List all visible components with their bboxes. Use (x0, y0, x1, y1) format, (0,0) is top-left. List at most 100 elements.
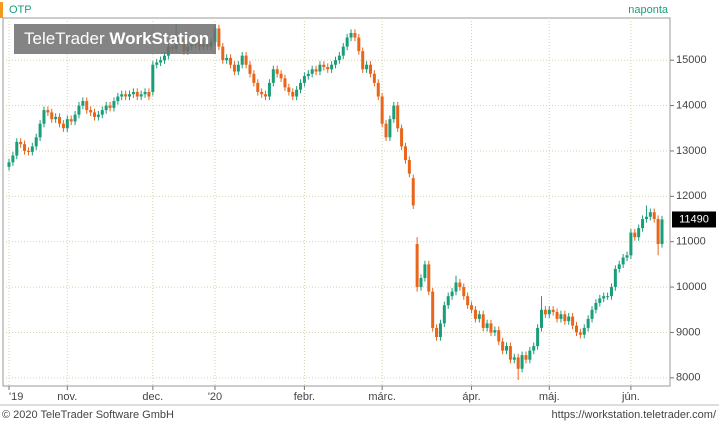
candle-body (574, 325, 578, 333)
candle-body (65, 119, 69, 129)
candle-body (547, 309, 551, 315)
footer-copyright: © 2020 TeleTrader Software GmbH (2, 409, 174, 421)
candle-body (81, 101, 85, 106)
candle-body (89, 110, 93, 113)
candle-body (532, 346, 536, 351)
candle-body (524, 355, 528, 360)
candle-body (380, 96, 384, 124)
candle-body (536, 327, 540, 347)
x-tick-label: ápr. (462, 391, 480, 403)
candle-body (100, 110, 104, 115)
candle-body (540, 309, 544, 328)
watermark-box (14, 24, 216, 54)
candle-body (559, 314, 563, 319)
candle-body (131, 91, 135, 95)
last-price-label: 11490 (679, 213, 709, 225)
candle-body (454, 282, 458, 292)
candle-body (225, 57, 229, 61)
candle-body (159, 60, 163, 63)
candle-body (26, 150, 30, 152)
candle-body (42, 110, 46, 124)
candle-body (260, 91, 264, 95)
candle-body (217, 28, 221, 47)
candle-body (376, 82, 380, 97)
candle-body (267, 82, 271, 97)
candle-body (446, 296, 450, 306)
candle-body (11, 155, 15, 163)
candle-body (58, 116, 62, 124)
candle-body (108, 105, 112, 108)
candle-body (598, 298, 602, 303)
candle-body (450, 291, 454, 297)
y-tick-label: 9000 (676, 326, 700, 338)
candle-body (431, 291, 435, 328)
candle-body (567, 316, 571, 322)
candle-body (15, 141, 19, 156)
candle-body (124, 94, 128, 97)
candle-body (306, 73, 310, 77)
watermark: TeleTrader WorkStation (24, 29, 209, 48)
candle-body (485, 323, 489, 328)
candle-body (337, 55, 341, 61)
candle-body (400, 128, 404, 147)
candle-body (127, 94, 131, 97)
x-tick-label: márc. (368, 391, 396, 403)
candle-body (594, 302, 598, 310)
candle-body (248, 64, 252, 74)
candle-body (23, 144, 27, 151)
candle-body (310, 69, 314, 74)
candle-body (330, 64, 334, 70)
candle-body (520, 355, 524, 369)
candle-body (69, 119, 73, 122)
candle-body (392, 105, 396, 120)
candle-body (633, 232, 637, 238)
candle-body (34, 137, 38, 147)
candle-body (563, 314, 567, 322)
candle-body (435, 327, 439, 337)
candle-body (477, 314, 481, 319)
candle-body (252, 73, 256, 83)
candle-body (384, 123, 388, 138)
y-tick-label: 8000 (676, 372, 700, 384)
candle-body (162, 55, 166, 61)
candle-body (341, 46, 345, 56)
candle-body (411, 178, 415, 206)
candle-body (93, 112, 97, 117)
candle-body (116, 96, 120, 102)
watermark-text: TeleTrader (24, 29, 105, 48)
candle-body (229, 57, 233, 65)
candle-body (625, 255, 629, 258)
candle-body (462, 287, 466, 297)
y-tick-label: 11000 (676, 236, 706, 248)
candle-body (606, 296, 610, 298)
candle-body (372, 73, 376, 83)
candle-body (112, 101, 116, 108)
x-tick-label: '20 (208, 391, 222, 403)
candle-body (629, 232, 633, 256)
candle-body (256, 82, 260, 92)
candle-body (528, 350, 532, 360)
candle-body (120, 94, 124, 97)
candle-body (403, 146, 407, 161)
candle-body (543, 309, 547, 315)
candle-body (275, 69, 279, 74)
candle-body (147, 91, 151, 97)
candle-body (419, 278, 423, 288)
candle-body (50, 112, 54, 120)
candle-body (353, 32, 357, 38)
candle-body (427, 264, 431, 292)
candle-body (85, 101, 89, 111)
candle-body (493, 330, 497, 333)
series-marker (0, 2, 3, 18)
candle-body (54, 116, 58, 120)
candle-body (155, 62, 159, 65)
candle-body (442, 305, 446, 324)
candle-body (637, 228, 641, 238)
candle-body (279, 73, 283, 79)
candle-body (648, 212, 652, 217)
candle-body (660, 219, 664, 244)
candle-body (396, 105, 400, 129)
candle-body (613, 268, 617, 288)
candle-body (151, 64, 155, 92)
candle-body (489, 323, 493, 333)
